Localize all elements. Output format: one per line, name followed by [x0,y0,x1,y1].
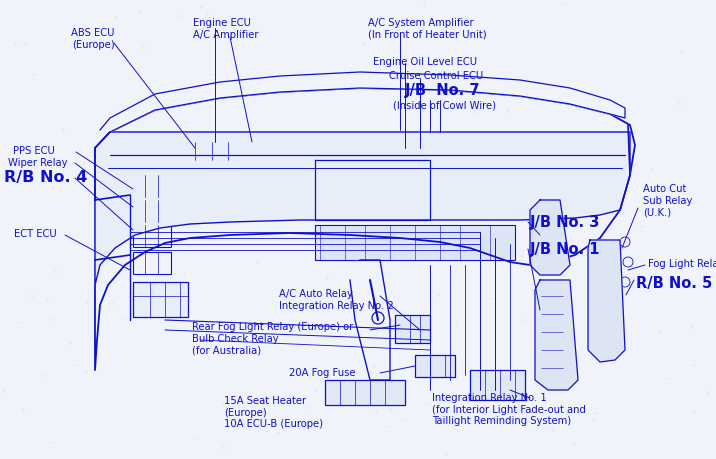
Bar [133,200,171,222]
Polygon shape [95,132,630,285]
Bar [440,175,460,185]
Bar [325,380,405,405]
Bar [133,282,188,317]
Bar [468,175,488,185]
Bar [541,362,563,374]
Text: Integration Relay No. 1
(for Interior Light Fade-out and
Taillight Reminding Sys: Integration Relay No. 1 (for Interior Li… [432,393,586,426]
Bar [496,190,510,200]
Bar [133,175,171,197]
Text: Rear Fog Light Relay (Europe) or
Bulb Check Relay
(for Australia): Rear Fog Light Relay (Europe) or Bulb Ch… [192,322,353,355]
Text: ABS ECU
(Europe): ABS ECU (Europe) [72,28,115,50]
Text: R/B No. 4: R/B No. 4 [4,170,87,185]
Text: R/B No. 5: R/B No. 5 [636,276,712,291]
Text: ECT ECU: ECT ECU [14,229,57,239]
Polygon shape [530,200,570,275]
Text: A/C System Amplifier
(In Front of Heater Unit): A/C System Amplifier (In Front of Heater… [368,18,487,39]
Text: Engine Oil Level ECU: Engine Oil Level ECU [373,57,477,67]
Bar [534,210,550,218]
Polygon shape [535,280,578,390]
Bar [534,260,550,268]
Bar [248,145,280,160]
Bar [440,205,460,215]
Bar [315,225,515,260]
Text: A/C Auto Relay
Integration Relay No. 2: A/C Auto Relay Integration Relay No. 2 [279,289,394,311]
Bar [541,344,563,356]
Bar [133,225,171,247]
Text: Wiper Relay: Wiper Relay [8,158,67,168]
Polygon shape [315,160,430,220]
Bar [415,355,455,377]
Text: J/B No. 3: J/B No. 3 [530,215,601,230]
Text: 15A Seat Heater
(Europe)
10A ECU-B (Europe): 15A Seat Heater (Europe) 10A ECU-B (Euro… [224,396,323,429]
Bar [496,175,510,185]
Text: Fog Light Relay: Fog Light Relay [648,259,716,269]
Bar [496,205,510,215]
Bar [534,248,550,256]
Text: A/C Amplifier: A/C Amplifier [193,30,258,40]
Bar [435,165,515,215]
Text: 20A Fog Fuse: 20A Fog Fuse [289,368,356,378]
Polygon shape [100,72,625,132]
Text: J/B No. 1: J/B No. 1 [530,242,601,257]
Bar [541,326,563,338]
Bar [541,308,563,320]
Bar [534,222,550,230]
Bar [541,290,563,302]
Bar [534,235,550,243]
Bar [468,190,488,200]
Text: Cruise Control ECU: Cruise Control ECU [389,71,483,81]
Text: J/B  No. 7: J/B No. 7 [405,83,480,98]
Bar [470,370,525,400]
Bar [178,142,240,160]
Text: PPS ECU: PPS ECU [13,146,55,156]
Bar [440,190,460,200]
Bar [133,252,171,274]
Text: Auto Cut
Sub Relay
(U.K.): Auto Cut Sub Relay (U.K.) [643,184,692,217]
Text: (Inside of Cowl Wire): (Inside of Cowl Wire) [393,101,496,111]
Text: Engine ECU: Engine ECU [193,18,251,28]
Bar [395,315,430,343]
Polygon shape [588,240,625,362]
Bar [468,205,488,215]
